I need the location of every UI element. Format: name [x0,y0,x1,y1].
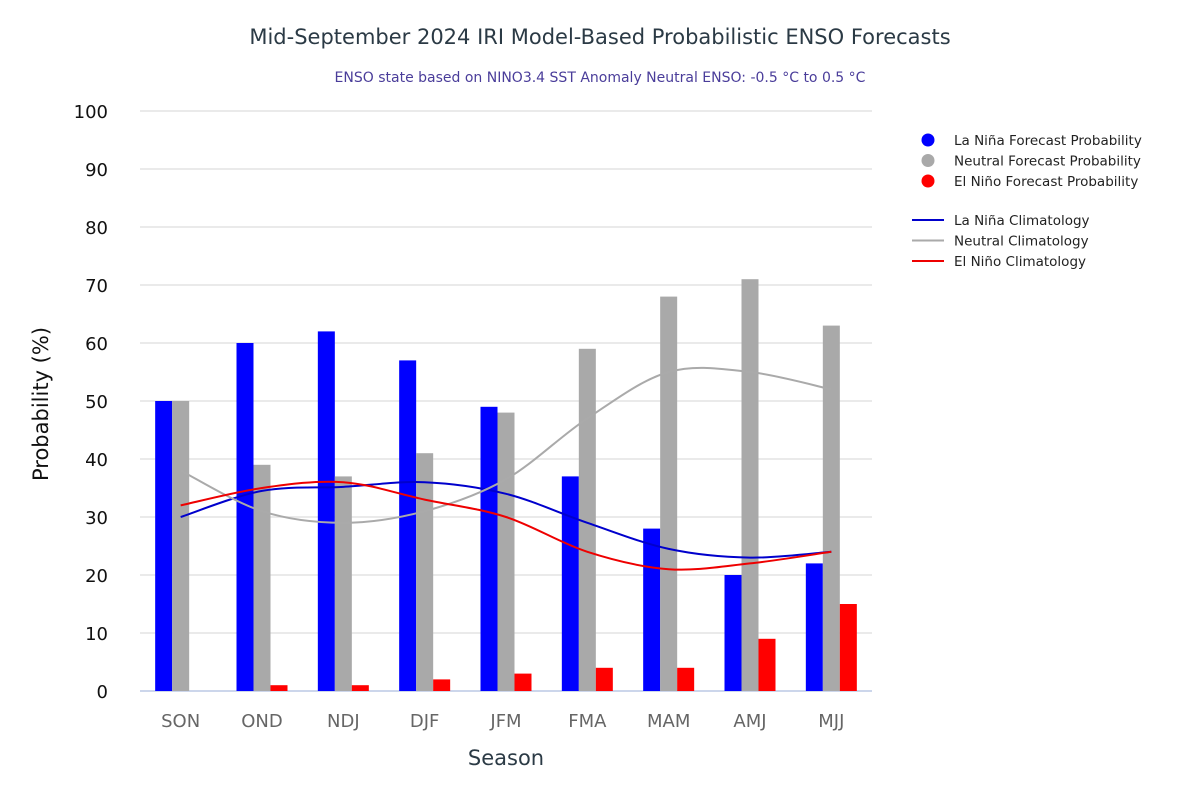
legend-item-label: Neutral Forecast Probability [954,154,1141,170]
bar-el-ni-o-forecast-probabilitymjj [839,604,857,691]
bar-el-ni-o-forecast-probabilityjfm [514,673,532,691]
bar-la-ni-a-forecast-probabilityson [155,401,173,691]
bar-la-ni-a-forecast-probabilitymjj [805,563,823,691]
y-tick-label: 90 [85,160,108,181]
bar-el-ni-o-forecast-probabilityfma [595,667,613,691]
y-tick-label: 30 [85,508,108,529]
legend-item-label: Neutral Climatology [954,234,1089,250]
x-tick-label: NDJ [327,711,360,732]
bar-el-ni-o-forecast-probabilitydjf [433,679,451,691]
bar-neutral-forecast-probabilitymjj [822,325,840,691]
bar-el-ni-o-forecast-probabilityamj [758,638,776,691]
legend-item-label: La Niña Forecast Probability [954,133,1142,149]
bar-neutral-forecast-probabilityond [253,464,271,691]
legend-item-label: La Niña Climatology [954,213,1090,229]
bar-la-ni-a-forecast-probabilityjfm [480,406,498,691]
bar-neutral-forecast-probabilityfma [578,348,596,691]
bar-la-ni-a-forecast-probabilityndj [317,331,335,691]
x-tick-label: MAM [647,711,690,732]
y-axis-ticks: 0 10 20 30 40 50 60 70 80 90 100 [74,102,108,703]
bar-la-ni-a-forecast-probabilityamj [724,575,742,691]
bar-el-ni-o-forecast-probabilityndj [351,685,369,691]
bar-el-ni-o-forecast-probabilityond [270,685,288,691]
y-tick-label: 100 [74,102,108,123]
climatology-lines [180,366,832,571]
y-tick-label: 0 [97,682,108,703]
legend-marker-dot [921,133,935,147]
chart-subtitle: ENSO state based on NINO3.4 SST Anomaly … [335,70,866,86]
x-tick-label: OND [241,711,283,732]
bar-neutral-forecast-probabilityndj [334,476,352,691]
y-axis-label: Probability (%) [29,327,53,481]
bar-la-ni-a-forecast-probabilitydjf [399,360,417,691]
y-tick-label: 50 [85,392,108,413]
bar-neutral-forecast-probabilityson [172,401,190,691]
legend-item-label: El Niño Forecast Probability [954,174,1138,190]
y-tick-label: 20 [85,566,108,587]
bar-la-ni-a-forecast-probabilityond [236,343,254,691]
y-tick-label: 10 [85,624,108,645]
bar-la-ni-a-forecast-probabilityfma [561,476,579,691]
bars [155,279,857,691]
y-tick-label: 40 [85,450,108,471]
legend-marker-dot [921,174,935,188]
bar-neutral-forecast-probabilityjfm [497,412,515,691]
y-tick-label: 70 [85,276,108,297]
line-neutral-climatology [180,366,832,524]
y-tick-label: 80 [85,218,108,239]
x-tick-label: AMJ [733,711,766,732]
bar-neutral-forecast-probabilitydjf [416,453,434,691]
bar-neutral-forecast-probabilitymam [660,296,678,691]
x-axis-label: Season [468,746,544,770]
x-tick-label: MJJ [818,711,844,732]
legend: La Niña Forecast Probability Neutral Fore… [912,133,1142,270]
bar-la-ni-a-forecast-probabilitymam [643,528,661,691]
x-tick-label: FMA [568,711,607,732]
x-tick-label: SON [161,711,200,732]
line-la-ni-a-climatology [180,481,832,559]
line-el-ni-o-climatology [180,480,832,571]
y-tick-label: 60 [85,334,108,355]
bar-el-ni-o-forecast-probabilitymam [677,667,695,691]
x-tick-label: JFM [489,711,521,732]
legend-marker-dot [921,154,935,167]
x-tick-label: DJF [410,711,440,732]
legend-item-label: El Niño Climatology [954,254,1086,270]
chart-title: Mid-September 2024 IRI Model-Based Proba… [249,25,950,49]
bar-neutral-forecast-probabilityamj [741,279,759,691]
x-axis-ticks: SON OND NDJ DJF JFM FMA MAM AMJ MJJ [161,711,844,732]
